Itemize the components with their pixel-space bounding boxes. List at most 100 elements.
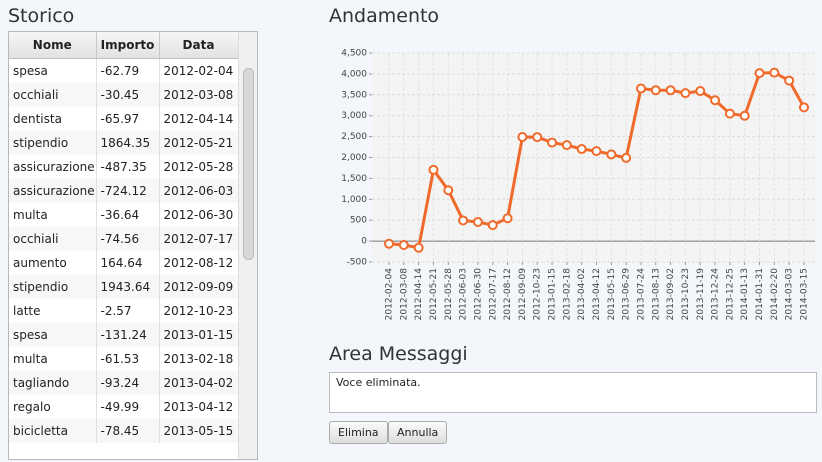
table-cell: dentista	[9, 107, 97, 131]
x-tick-label: 2012-10-23	[533, 268, 543, 320]
point	[724, 108, 735, 119]
table-cell: -2.57	[96, 299, 160, 323]
table-cell: aumento	[9, 251, 97, 275]
point	[621, 152, 632, 163]
table-row: dentista -65.97 2012-04-14	[9, 107, 239, 131]
point	[547, 137, 558, 148]
table-row: occhiali -30.45 2012-03-08	[9, 83, 239, 107]
chart-title: Andamento	[329, 5, 440, 27]
point	[398, 239, 409, 250]
table-cell: stipendio	[9, 275, 97, 299]
y-tick-label: 3,500	[341, 90, 367, 100]
x-tick-label: 2013-04-12	[592, 268, 602, 320]
y-tick-label: 1,500	[341, 174, 367, 184]
point	[458, 215, 469, 226]
y-tick-label: 4,500	[341, 49, 367, 59]
table-cell: 2012-08-12	[159, 251, 239, 275]
x-tick-label: 2012-06-30	[473, 268, 483, 321]
column-header: Importo	[96, 32, 160, 59]
message-area[interactable]: Voce eliminata.	[329, 372, 817, 413]
x-tick-label: 2012-04-14	[414, 268, 424, 321]
x-tick-label: 2012-06-03	[459, 268, 469, 320]
column-header: Nome	[9, 32, 97, 59]
point	[532, 132, 543, 143]
scroll-thumb[interactable]	[243, 68, 254, 260]
table-cell: 2013-05-15	[159, 419, 239, 443]
x-tick-label: 2014-01-31	[755, 268, 765, 320]
point	[561, 140, 572, 151]
x-tick-label: 2012-09-09	[518, 268, 528, 321]
button[interactable]: Elimina	[329, 421, 388, 444]
x-tick-label: 2013-02-18	[562, 268, 572, 321]
table-cell: spesa	[9, 58, 97, 83]
table-cell: 2013-01-15	[159, 323, 239, 347]
table-cell: 2012-05-21	[159, 131, 239, 155]
table-cell: 2012-04-14	[159, 107, 239, 131]
point	[650, 85, 661, 96]
table-cell: 2012-07-17	[159, 227, 239, 251]
table-cell: 2012-09-09	[159, 275, 239, 299]
x-tick-label: 2013-08-13	[651, 268, 661, 320]
x-tick-label: 2014-02-20	[770, 268, 780, 321]
point	[754, 68, 765, 79]
table-cell: 1864.35	[96, 131, 160, 155]
table-cell: bicicletta	[9, 419, 97, 443]
point	[665, 85, 676, 96]
button[interactable]: Annulla	[388, 421, 448, 444]
table-cell: -62.79	[96, 58, 160, 83]
x-tick-label: 2012-07-17	[488, 268, 498, 320]
point	[799, 102, 809, 113]
point	[591, 146, 602, 157]
x-tick-label: 2013-01-15	[548, 268, 558, 320]
table-cell: -36.64	[96, 203, 160, 227]
table-cell: stipendio	[9, 131, 97, 155]
x-tick-label: 2014-01-13	[740, 268, 750, 320]
x-tick-label: 2012-03-08	[399, 268, 409, 321]
table-cell: 2012-05-28	[159, 155, 239, 179]
storico-title: Storico	[8, 5, 75, 27]
table-cell: 2013-04-02	[159, 371, 239, 395]
x-tick-label: 2012-05-21	[429, 268, 439, 320]
point	[443, 185, 454, 196]
table-row: multa -36.64 2012-06-30	[9, 203, 239, 227]
table-cell: latte	[9, 299, 97, 323]
table-cell: tagliando	[9, 371, 97, 395]
point	[635, 83, 646, 94]
table-cell: 2012-10-23	[159, 299, 239, 323]
table-cell: multa	[9, 203, 97, 227]
x-tick-label: 2014-03-15	[800, 268, 810, 320]
table-cell: 164.64	[96, 251, 160, 275]
point	[502, 213, 513, 224]
table-cell: 2013-04-12	[159, 395, 239, 419]
table-cell: assicurazione	[9, 155, 97, 179]
table-row: latte -2.57 2012-10-23	[9, 299, 239, 323]
x-tick-label: 2014-03-03	[785, 268, 795, 320]
table-row: spesa -131.24 2013-01-15	[9, 323, 239, 347]
scrollbar[interactable]	[238, 32, 257, 459]
table-cell: -131.24	[96, 323, 160, 347]
x-tick-label: 2013-10-23	[681, 268, 691, 320]
table-cell: 2012-06-30	[159, 203, 239, 227]
table-cell: -78.45	[96, 419, 160, 443]
point	[384, 238, 394, 249]
table-cell: 2012-06-03	[159, 179, 239, 203]
table-cell: 2012-03-08	[159, 83, 239, 107]
point	[576, 144, 587, 155]
x-tick-label: 2013-05-15	[607, 268, 617, 320]
table-row: aumento 164.64 2012-08-12	[9, 251, 239, 275]
x-tick-label: 2013-04-02	[577, 268, 587, 320]
point	[487, 220, 498, 231]
table-cell: -724.12	[96, 179, 160, 203]
point	[472, 216, 483, 227]
x-tick-label: 2012-02-04	[385, 268, 395, 321]
point	[680, 88, 691, 99]
table-cell: occhiali	[9, 227, 97, 251]
table-cell: -74.56	[96, 227, 160, 251]
point	[695, 86, 706, 97]
table-cell: -61.53	[96, 347, 160, 371]
table-cell: -30.45	[96, 83, 160, 107]
point	[769, 67, 780, 78]
table-row: stipendio 1864.35 2012-05-21	[9, 131, 239, 155]
table-row: occhiali -74.56 2012-07-17	[9, 227, 239, 251]
